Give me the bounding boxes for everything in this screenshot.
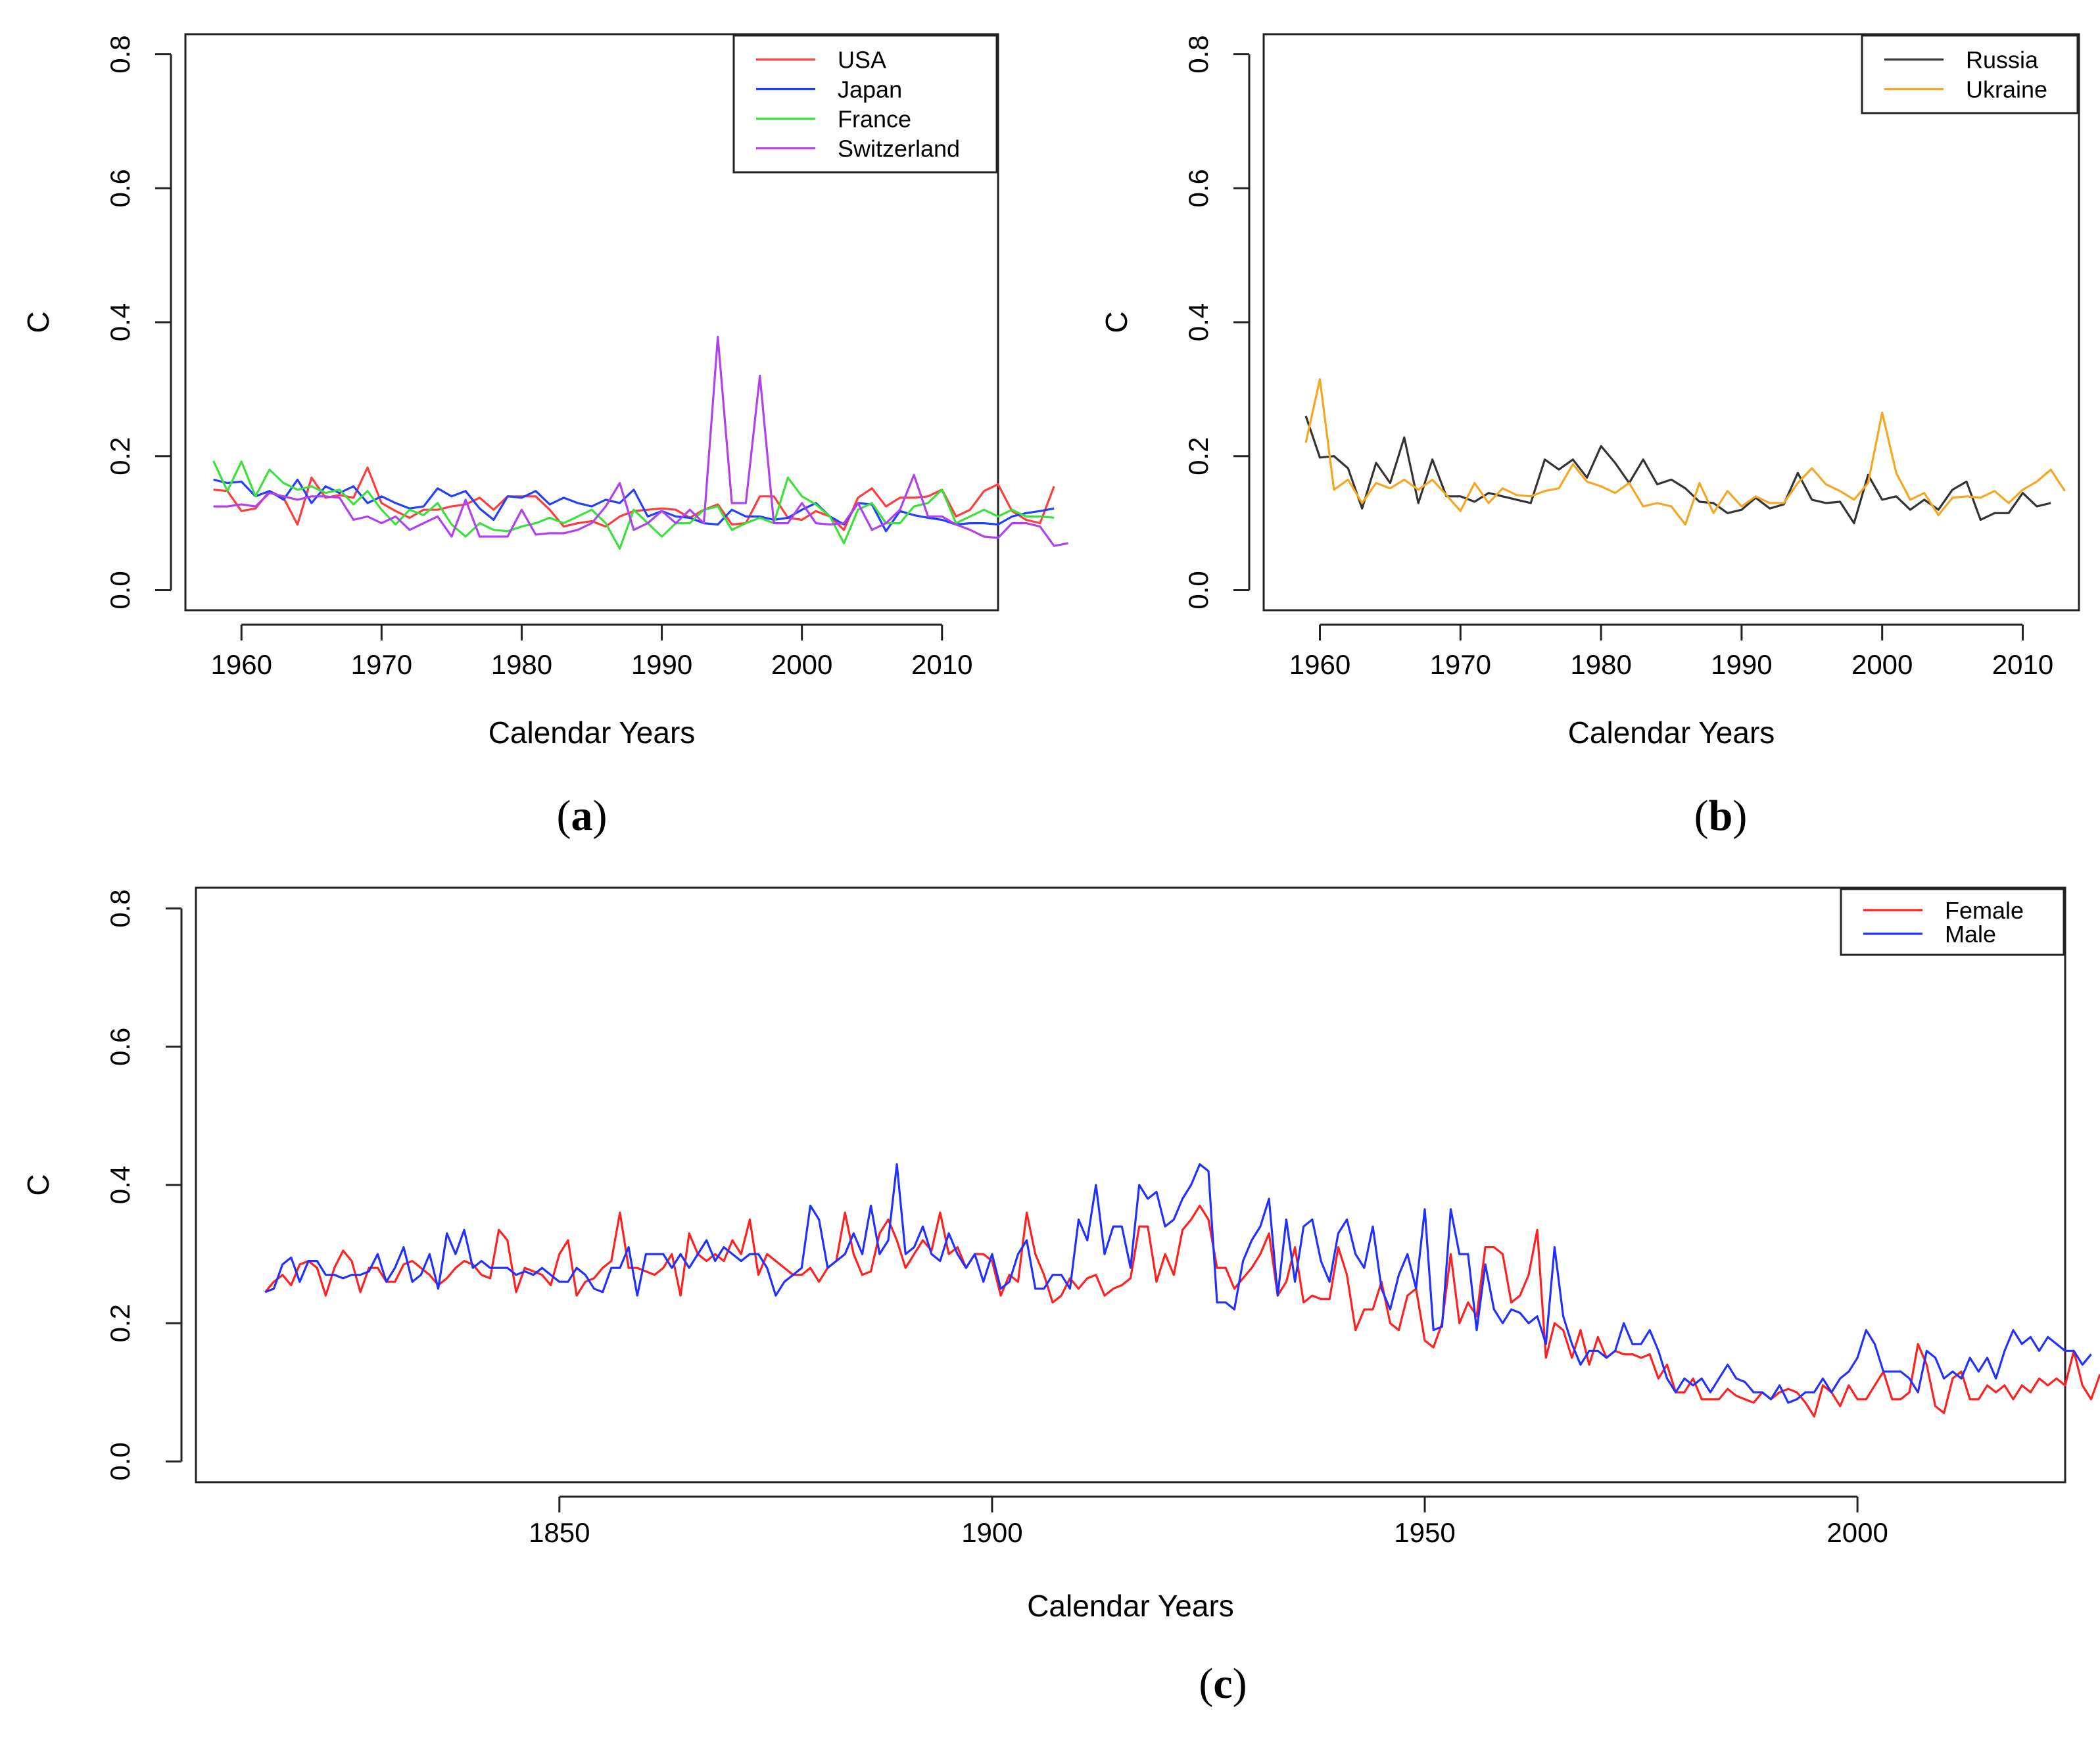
x-tick-label: 1970 <box>351 649 412 680</box>
y-tick-label: 0.0 <box>105 1442 135 1480</box>
legend-box <box>1840 888 2065 956</box>
panel-caption: (b) <box>1694 792 1748 840</box>
chart-panel-a: 1960 1970 1980 1990 2000 2010 0.0 0.2 0.4 0.6 0.8 C… <box>21 33 1068 840</box>
y-tick-label: 0.6 <box>105 169 135 207</box>
x-tick-label: 1970 <box>1430 649 1491 680</box>
series-line-female <box>264 1204 2100 1418</box>
plot-frame <box>195 886 2066 1484</box>
chart-panel-b: 1960 1970 1980 1990 2000 2010 0.0 0.2 0.4 0.6 0.8 C… <box>1099 33 2080 840</box>
legend-label: Japan <box>838 76 902 103</box>
y-tick-label: 0.8 <box>105 35 135 73</box>
x-tick-label: 1960 <box>211 649 272 680</box>
plot-frame <box>1262 33 2080 612</box>
x-axis-label: Calendar Years <box>1568 715 1775 750</box>
series-line-russia <box>1304 416 2051 525</box>
panel-caption: (a) <box>557 792 608 840</box>
y-axis-label: C <box>1099 311 1134 333</box>
x-axis-label: Calendar Years <box>1027 1589 1234 1623</box>
caption-open-paren: ( <box>1694 792 1709 840</box>
x-tick-label: 1900 <box>961 1517 1022 1548</box>
legend-label: Switzerland <box>838 135 960 162</box>
legend-label: Male <box>1945 921 1996 948</box>
caption-close-paren: ) <box>593 792 608 840</box>
caption-letter: b <box>1709 792 1733 840</box>
y-tick-label: 0.4 <box>105 1166 135 1204</box>
caption-open-paren: ( <box>557 792 571 840</box>
y-tick-label: 0.0 <box>105 571 135 609</box>
series-line-france <box>212 460 1055 550</box>
y-tick-label: 0.2 <box>1183 437 1214 475</box>
x-tick-label: 2000 <box>1826 1517 1888 1548</box>
x-tick-label: 1990 <box>631 649 692 680</box>
x-tick-label: 2010 <box>911 649 972 680</box>
y-tick-label: 0.6 <box>1183 169 1214 207</box>
plot-frame <box>184 33 999 612</box>
caption-close-paren: ) <box>1732 792 1747 840</box>
series-line-switzerland <box>213 335 1068 547</box>
x-tick-label: 1950 <box>1394 1517 1455 1548</box>
caption-letter: c <box>1213 1660 1232 1708</box>
caption-open-paren: ( <box>1199 1660 1213 1708</box>
y-tick-label: 0.6 <box>105 1028 135 1066</box>
panel-caption: (c) <box>1199 1660 1247 1708</box>
legend-label: Russia <box>1966 47 2039 74</box>
caption-letter: a <box>571 792 593 840</box>
y-tick-label: 0.4 <box>105 303 135 341</box>
series-line-japan <box>213 478 1055 533</box>
legend-label: France <box>838 106 911 133</box>
x-tick-label: 2010 <box>1992 649 2053 680</box>
caption-close-paren: ) <box>1233 1660 1247 1708</box>
x-tick-label: 1980 <box>1570 649 1631 680</box>
x-tick-label: 1960 <box>1289 649 1350 680</box>
y-tick-label: 0.8 <box>105 889 135 927</box>
series-line-ukraine <box>1304 377 2066 526</box>
y-tick-label: 0.2 <box>105 1304 135 1342</box>
x-tick-label: 2000 <box>1851 649 1913 680</box>
x-tick-label: 2000 <box>771 649 832 680</box>
legend-label: Female <box>1945 897 2024 924</box>
x-tick-label: 1990 <box>1711 649 1772 680</box>
y-tick-label: 0.2 <box>105 437 135 475</box>
y-tick-label: 0.4 <box>1183 303 1214 341</box>
legend-label: USA <box>838 47 886 74</box>
legend-box <box>1861 34 2079 114</box>
x-tick-label: 1980 <box>491 649 552 680</box>
legend-label: Ukraine <box>1966 76 2047 103</box>
series-line-male <box>264 1163 2092 1404</box>
y-tick-label: 0.8 <box>1183 35 1214 73</box>
y-axis-label: C <box>21 311 55 333</box>
legend-box <box>732 34 998 174</box>
y-axis-label: C <box>21 1174 55 1195</box>
y-tick-label: 0.0 <box>1183 571 1214 609</box>
x-tick-label: 1850 <box>529 1517 590 1548</box>
x-axis-label: Calendar Years <box>489 715 696 750</box>
chart-panel-c: 1850 1900 1950 2000 0.0 0.2 0.4 0.6 0.8 Calendar … <box>21 886 2100 1708</box>
